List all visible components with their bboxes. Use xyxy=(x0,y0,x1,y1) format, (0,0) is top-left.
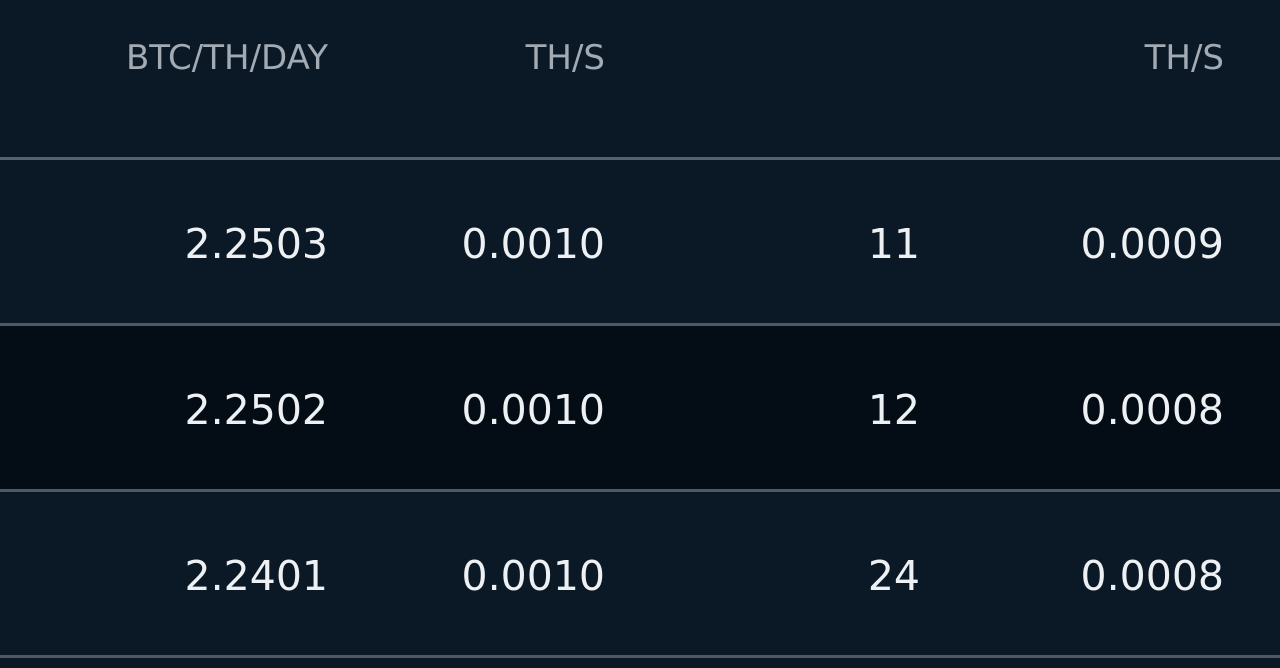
table-row[interactable]: 2.2401 0.0010 24 0.0008 xyxy=(0,492,1280,658)
cell-limit: 0.0010 xyxy=(461,386,605,434)
table-row[interactable]: 2.2503 0.0010 11 0.0009 xyxy=(0,160,1280,326)
cell-limit: 0.0010 xyxy=(461,552,605,600)
cell-speed: 0.0009 xyxy=(1080,220,1224,268)
cell-miners: 24 xyxy=(867,552,920,600)
table-row[interactable]: 2.2502 0.0010 12 0.0008 xyxy=(0,326,1280,492)
column-header-price[interactable]: BTC/TH/DAY xyxy=(125,38,328,78)
column-header-limit[interactable]: TH/S xyxy=(525,38,605,78)
cell-limit: 0.0010 xyxy=(461,220,605,268)
table-header: BTC/TH/DAY TH/S TH/S xyxy=(0,0,1280,160)
cell-miners: 12 xyxy=(867,386,920,434)
cell-price: 2.2503 xyxy=(184,220,328,268)
cell-price: 2.2401 xyxy=(184,552,328,600)
cell-speed: 0.0008 xyxy=(1080,386,1224,434)
column-header-speed[interactable]: TH/S xyxy=(1144,38,1224,78)
cell-speed: 0.0008 xyxy=(1080,552,1224,600)
cell-miners: 11 xyxy=(867,220,920,268)
cell-price: 2.2502 xyxy=(184,386,328,434)
